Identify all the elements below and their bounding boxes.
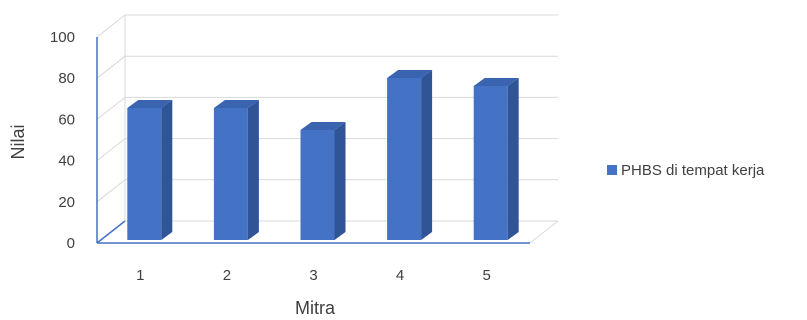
x-tick-label: 3 [309,267,317,284]
y-tick-label: 100 [50,29,75,46]
y-tick-label: 40 [58,153,75,170]
floor-edge [529,220,559,244]
tick-labels: 0 20 40 60 80 100 1 2 3 4 5 [50,29,491,284]
y-tick-label: 80 [58,70,75,87]
bar-4 [387,70,433,240]
legend: PHBS di tempat kerja [607,162,765,179]
y-tick-label: 0 [67,235,75,252]
legend-swatch [607,165,617,175]
bar-5 [473,78,519,240]
bar-2 [213,100,259,240]
x-tick-label: 5 [483,267,491,284]
gridline [96,14,558,38]
y-tick-label: 60 [58,111,75,128]
bar-1 [127,100,173,240]
x-tick-label: 2 [223,267,231,284]
gridline [96,55,558,79]
bar-3 [300,122,346,240]
axes [96,37,530,244]
y-tick-label: 20 [58,194,75,211]
x-tick-label: 1 [136,267,144,284]
floor-diagonal [96,220,126,244]
x-tick-label: 4 [396,267,404,284]
x-axis-title: Mitra [295,298,336,318]
legend-label: PHBS di tempat kerja [621,162,765,179]
bars [127,70,519,240]
y-axis-title: Nilai [8,124,28,159]
